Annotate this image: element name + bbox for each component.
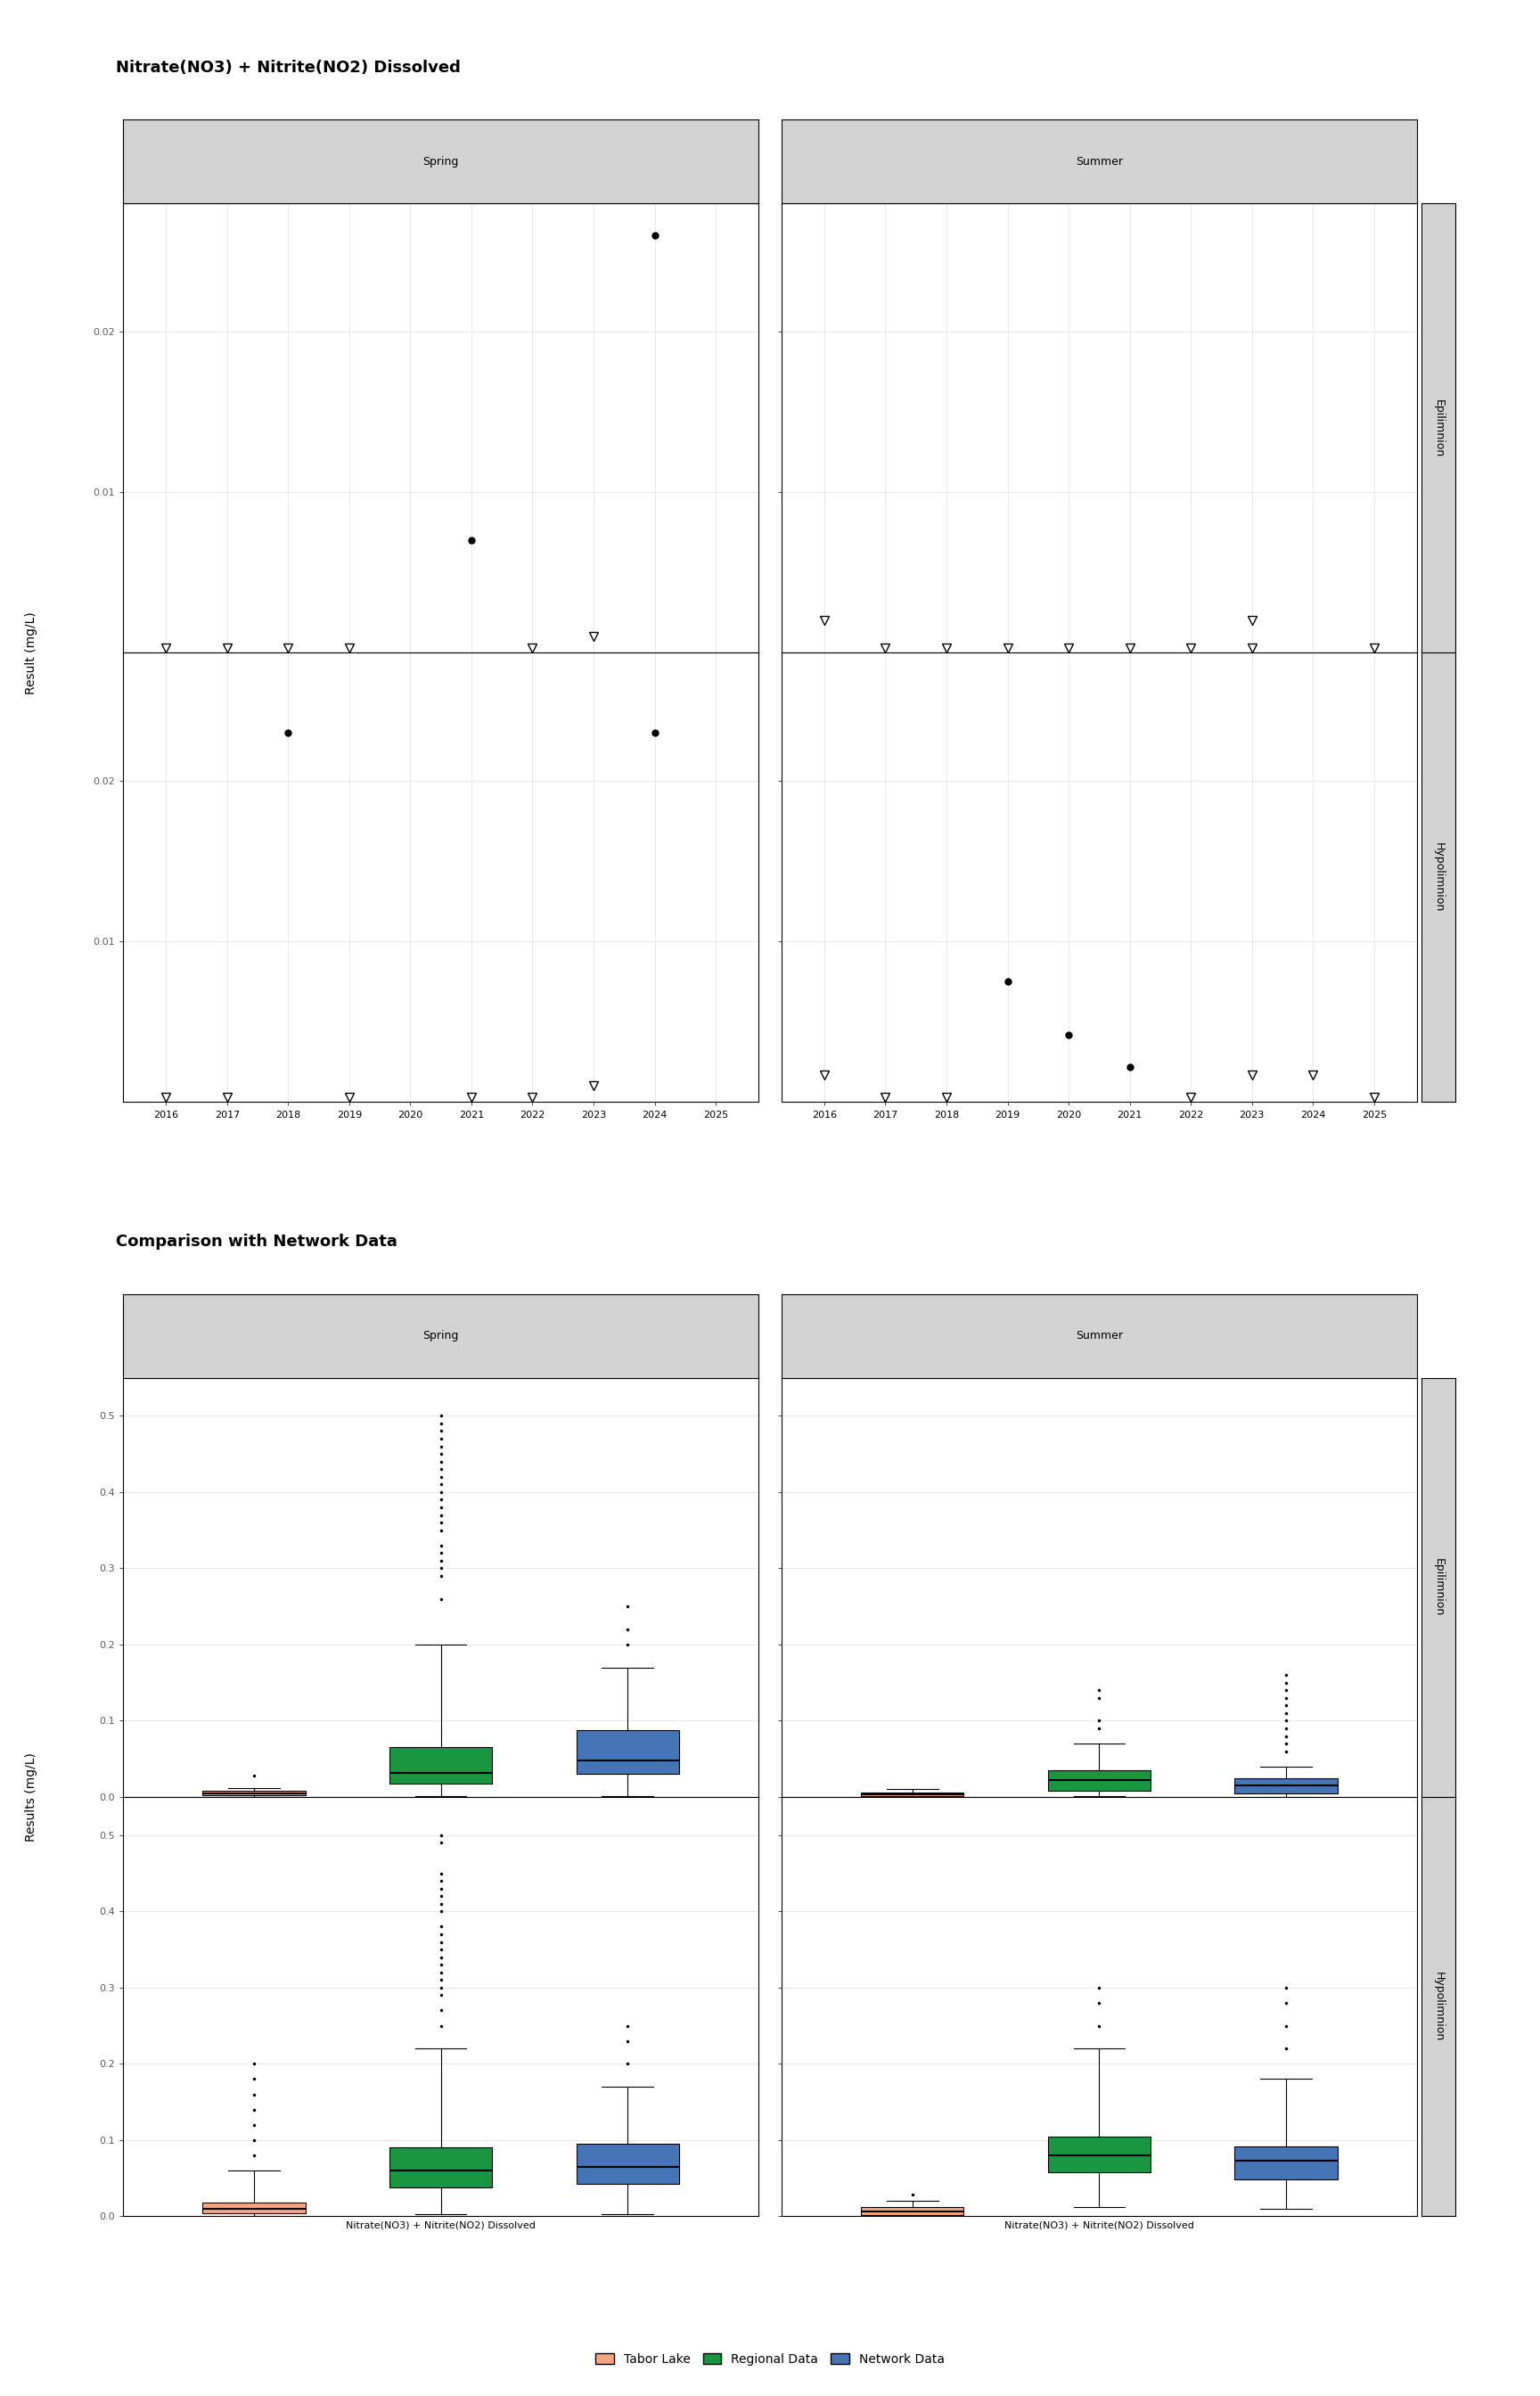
PathPatch shape	[390, 2147, 493, 2188]
PathPatch shape	[861, 2207, 964, 2214]
Text: Hypolimnion: Hypolimnion	[1432, 1972, 1445, 2041]
Text: Results (mg/L): Results (mg/L)	[25, 1751, 37, 1843]
Text: Comparison with Network Data: Comparison with Network Data	[116, 1234, 397, 1251]
Text: Spring: Spring	[424, 1330, 459, 1342]
Text: Summer: Summer	[1075, 156, 1123, 168]
Text: Summer: Summer	[1075, 1330, 1123, 1342]
Text: Spring: Spring	[424, 156, 459, 168]
PathPatch shape	[390, 1747, 493, 1783]
Legend: Tabor Lake, Regional Data, Network Data: Tabor Lake, Regional Data, Network Data	[590, 2348, 950, 2370]
PathPatch shape	[1235, 1778, 1337, 1792]
PathPatch shape	[861, 1792, 964, 1797]
PathPatch shape	[576, 2144, 679, 2185]
PathPatch shape	[1047, 1771, 1150, 1790]
Text: Epilimnion: Epilimnion	[1432, 1557, 1445, 1617]
PathPatch shape	[576, 1730, 679, 1773]
PathPatch shape	[1047, 2137, 1150, 2173]
X-axis label: Nitrate(NO3) + Nitrite(NO2) Dissolved: Nitrate(NO3) + Nitrite(NO2) Dissolved	[1004, 2221, 1193, 2231]
Text: Nitrate(NO3) + Nitrite(NO2) Dissolved: Nitrate(NO3) + Nitrite(NO2) Dissolved	[116, 60, 460, 77]
PathPatch shape	[1235, 2147, 1337, 2180]
PathPatch shape	[203, 2202, 305, 2214]
X-axis label: Nitrate(NO3) + Nitrite(NO2) Dissolved: Nitrate(NO3) + Nitrite(NO2) Dissolved	[346, 2221, 536, 2231]
Text: Result (mg/L): Result (mg/L)	[25, 611, 37, 695]
Text: Epilimnion: Epilimnion	[1432, 400, 1445, 458]
PathPatch shape	[203, 1790, 305, 1795]
Text: Hypolimnion: Hypolimnion	[1432, 843, 1445, 913]
